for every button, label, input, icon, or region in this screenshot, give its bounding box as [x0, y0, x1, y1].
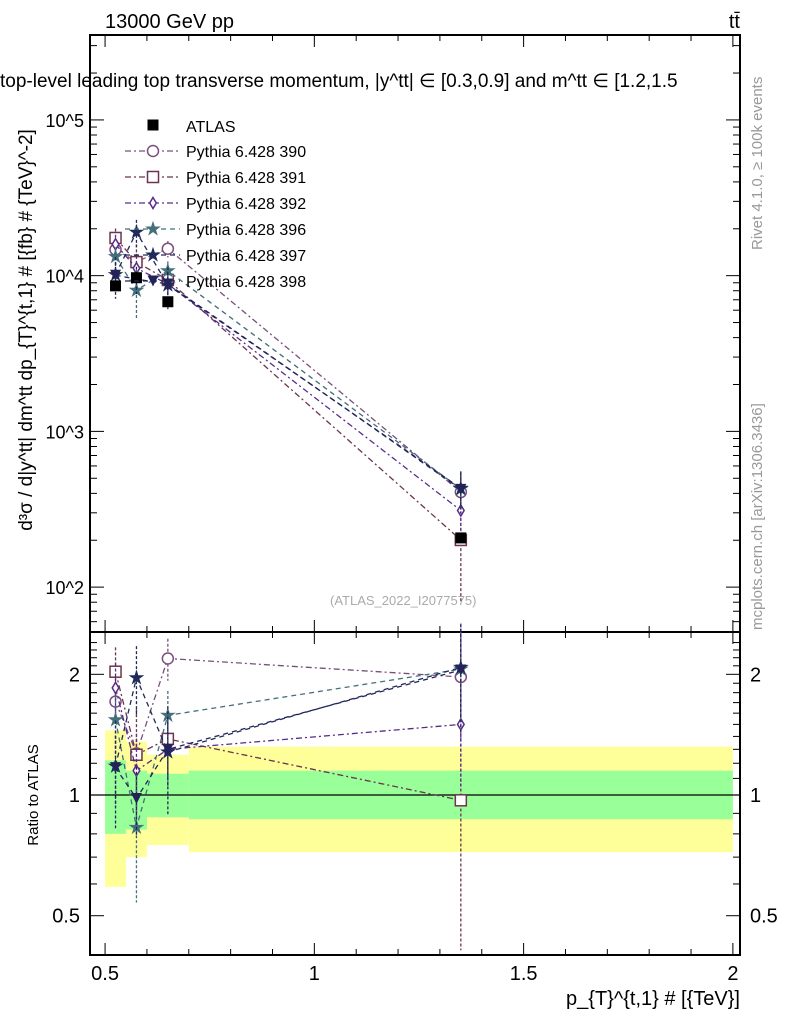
atlas-data-point — [130, 272, 142, 284]
ratio-tick-label: 1 — [750, 785, 761, 807]
y-tick-label: 10^3 — [46, 422, 84, 442]
data-point — [110, 269, 122, 281]
legend-label: Pythia 6.428 390 — [186, 144, 306, 161]
y-axis-label: d³σ / d|y^tt| dm^tt dp_{T}^{t,1} # [{fb}… — [16, 129, 37, 531]
legend-label: Pythia 6.428 392 — [186, 196, 306, 213]
header-left: 13000 GeV pp — [105, 11, 234, 33]
ratio-tick-label: 2 — [69, 664, 80, 686]
x-tick-label: 2 — [727, 963, 738, 985]
y-tick-label: 10^5 — [46, 111, 84, 131]
legend-marker — [146, 170, 160, 184]
legend-label: Pythia 6.428 398 — [186, 274, 306, 291]
ratio-y-label: Ratio to ATLAS — [25, 744, 42, 845]
legend-marker — [147, 119, 159, 131]
ratio-series-line — [114, 671, 461, 801]
ratio-series-line — [114, 687, 461, 772]
legend: ATLAS Pythia 6.428 390 Pythia 6.428 391 Pyt… — [125, 119, 306, 291]
ratio-tick-label: 0.5 — [52, 906, 80, 928]
x-tick-label: 1 — [309, 963, 320, 985]
ratio-point — [161, 652, 175, 665]
series-line — [115, 247, 462, 493]
legend-label: Pythia 6.428 391 — [186, 170, 306, 187]
legend-label: Pythia 6.428 397 — [186, 248, 306, 265]
ratio-tick-label: 0.5 — [750, 906, 778, 928]
data-point — [455, 483, 467, 495]
plot-title: top-level leading top transverse momentu… — [0, 71, 678, 92]
ratio-series-line — [114, 666, 462, 767]
analysis-tag: (ATLAS_2022_I2077575) — [330, 593, 476, 608]
x-axis-label: p_{T}^{t,1} # [{TeV}] — [566, 988, 740, 1010]
ratio-series-line — [114, 669, 462, 800]
x-tick-label: 1.5 — [510, 963, 538, 985]
data-point — [456, 503, 466, 518]
legend-marker — [147, 275, 159, 287]
ratio-point — [128, 669, 145, 685]
atlas-data-point — [455, 532, 467, 544]
ratio-series-line — [114, 668, 461, 828]
data-point — [128, 223, 145, 239]
side-label-top: Rivet 4.1.0, ≥ 100k events — [749, 77, 766, 250]
series-line — [115, 237, 462, 541]
atlas-data-point — [110, 280, 122, 292]
ratio-tick-label: 1 — [69, 785, 80, 807]
ratio-point — [130, 793, 142, 805]
legend-label: ATLAS — [186, 119, 236, 136]
x-tick-label: 0.5 — [91, 963, 119, 985]
ratio-point — [111, 680, 120, 695]
data-point — [161, 242, 175, 255]
ratio-tick-label: 2 — [750, 664, 761, 686]
y-tick-label: 10^4 — [46, 267, 84, 287]
side-label-bottom: mcplots.cern.ch [arXiv:1306.3436] — [749, 403, 766, 630]
legend-label: Pythia 6.428 396 — [186, 222, 306, 239]
ratio-frame — [89, 631, 741, 956]
header-right: tt̄ — [729, 11, 741, 33]
atlas-data-point — [162, 296, 174, 308]
plot-area: 0.5 1 1.5 2 0.5 0.5 1 1 2 2 ATLAS Pythia 6.428 390 P… — [52, 34, 778, 985]
legend-marker — [145, 246, 161, 262]
legend-marker — [146, 144, 160, 158]
ratio-point — [455, 664, 467, 676]
series-390 — [109, 241, 468, 776]
legend-marker — [148, 196, 158, 210]
ratio-point — [162, 743, 174, 755]
legend-marker — [145, 220, 161, 236]
series-line — [115, 243, 462, 512]
ratio-point — [110, 762, 122, 774]
ratio-point — [454, 794, 468, 807]
y-tick-label: 10^2 — [46, 578, 84, 598]
